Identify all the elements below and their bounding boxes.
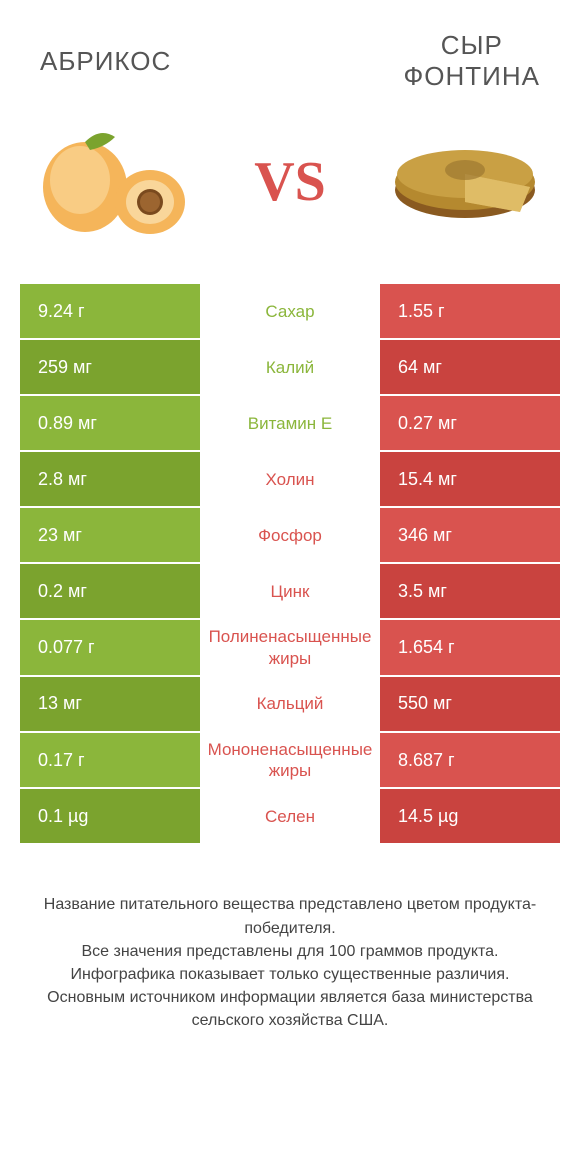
value-left: 23 мг xyxy=(20,508,200,562)
nutrient-label: Витамин E xyxy=(200,396,380,450)
value-left: 0.077 г xyxy=(20,620,200,675)
value-left: 2.8 мг xyxy=(20,452,200,506)
table-row: 0.89 мгВитамин E0.27 мг xyxy=(20,394,560,450)
footer-line-3: Инфографика показывает только существенн… xyxy=(20,963,560,986)
table-row: 259 мгКалий64 мг xyxy=(20,338,560,394)
value-right: 3.5 мг xyxy=(380,564,560,618)
apricot-image xyxy=(30,112,200,252)
value-left: 0.2 мг xyxy=(20,564,200,618)
table-row: 0.17 гМононенасыщенные жиры8.687 г xyxy=(20,731,560,788)
value-right: 14.5 µg xyxy=(380,789,560,843)
title-left: АБРИКОС xyxy=(40,46,171,77)
footer-line-4: Основным источником информации является … xyxy=(20,986,560,1032)
title-right-line1: СЫР xyxy=(404,30,540,61)
value-right: 1.654 г xyxy=(380,620,560,675)
title-right-line2: ФОНТИНА xyxy=(404,61,540,92)
nutrient-label: Мононенасыщенные жиры xyxy=(200,733,380,788)
value-left: 0.1 µg xyxy=(20,789,200,843)
value-right: 8.687 г xyxy=(380,733,560,788)
value-left: 13 мг xyxy=(20,677,200,731)
table-row: 0.077 гПолиненасыщенные жиры1.654 г xyxy=(20,618,560,675)
title-right: СЫР ФОНТИНА xyxy=(404,30,540,92)
footer-line-1: Название питательного вещества представл… xyxy=(20,893,560,939)
nutrient-label: Сахар xyxy=(200,284,380,338)
nutrient-label: Селен xyxy=(200,789,380,843)
footer-line-2: Все значения представлены для 100 граммо… xyxy=(20,940,560,963)
value-left: 9.24 г xyxy=(20,284,200,338)
value-right: 0.27 мг xyxy=(380,396,560,450)
table-row: 23 мгФосфор346 мг xyxy=(20,506,560,562)
table-row: 13 мгКальций550 мг xyxy=(20,675,560,731)
table-row: 9.24 гСахар1.55 г xyxy=(20,282,560,338)
nutrient-label: Полиненасыщенные жиры xyxy=(200,620,380,675)
value-right: 346 мг xyxy=(380,508,560,562)
images-row: VS xyxy=(0,102,580,272)
value-right: 1.55 г xyxy=(380,284,560,338)
value-left: 0.89 мг xyxy=(20,396,200,450)
nutrient-label: Цинк xyxy=(200,564,380,618)
nutrient-label: Фосфор xyxy=(200,508,380,562)
nutrient-label: Кальций xyxy=(200,677,380,731)
value-left: 259 мг xyxy=(20,340,200,394)
value-right: 550 мг xyxy=(380,677,560,731)
table-row: 2.8 мгХолин15.4 мг xyxy=(20,450,560,506)
value-left: 0.17 г xyxy=(20,733,200,788)
nutrient-label: Калий xyxy=(200,340,380,394)
value-right: 64 мг xyxy=(380,340,560,394)
table-row: 0.1 µgСелен14.5 µg xyxy=(20,787,560,843)
comparison-table: 9.24 гСахар1.55 г259 мгКалий64 мг0.89 мг… xyxy=(0,272,580,843)
footer: Название питательного вещества представл… xyxy=(0,843,580,1052)
header: АБРИКОС СЫР ФОНТИНА xyxy=(0,0,580,102)
table-row: 0.2 мгЦинк3.5 мг xyxy=(20,562,560,618)
nutrient-label: Холин xyxy=(200,452,380,506)
value-right: 15.4 мг xyxy=(380,452,560,506)
vs-label: VS xyxy=(254,150,326,214)
cheese-image xyxy=(380,112,550,252)
